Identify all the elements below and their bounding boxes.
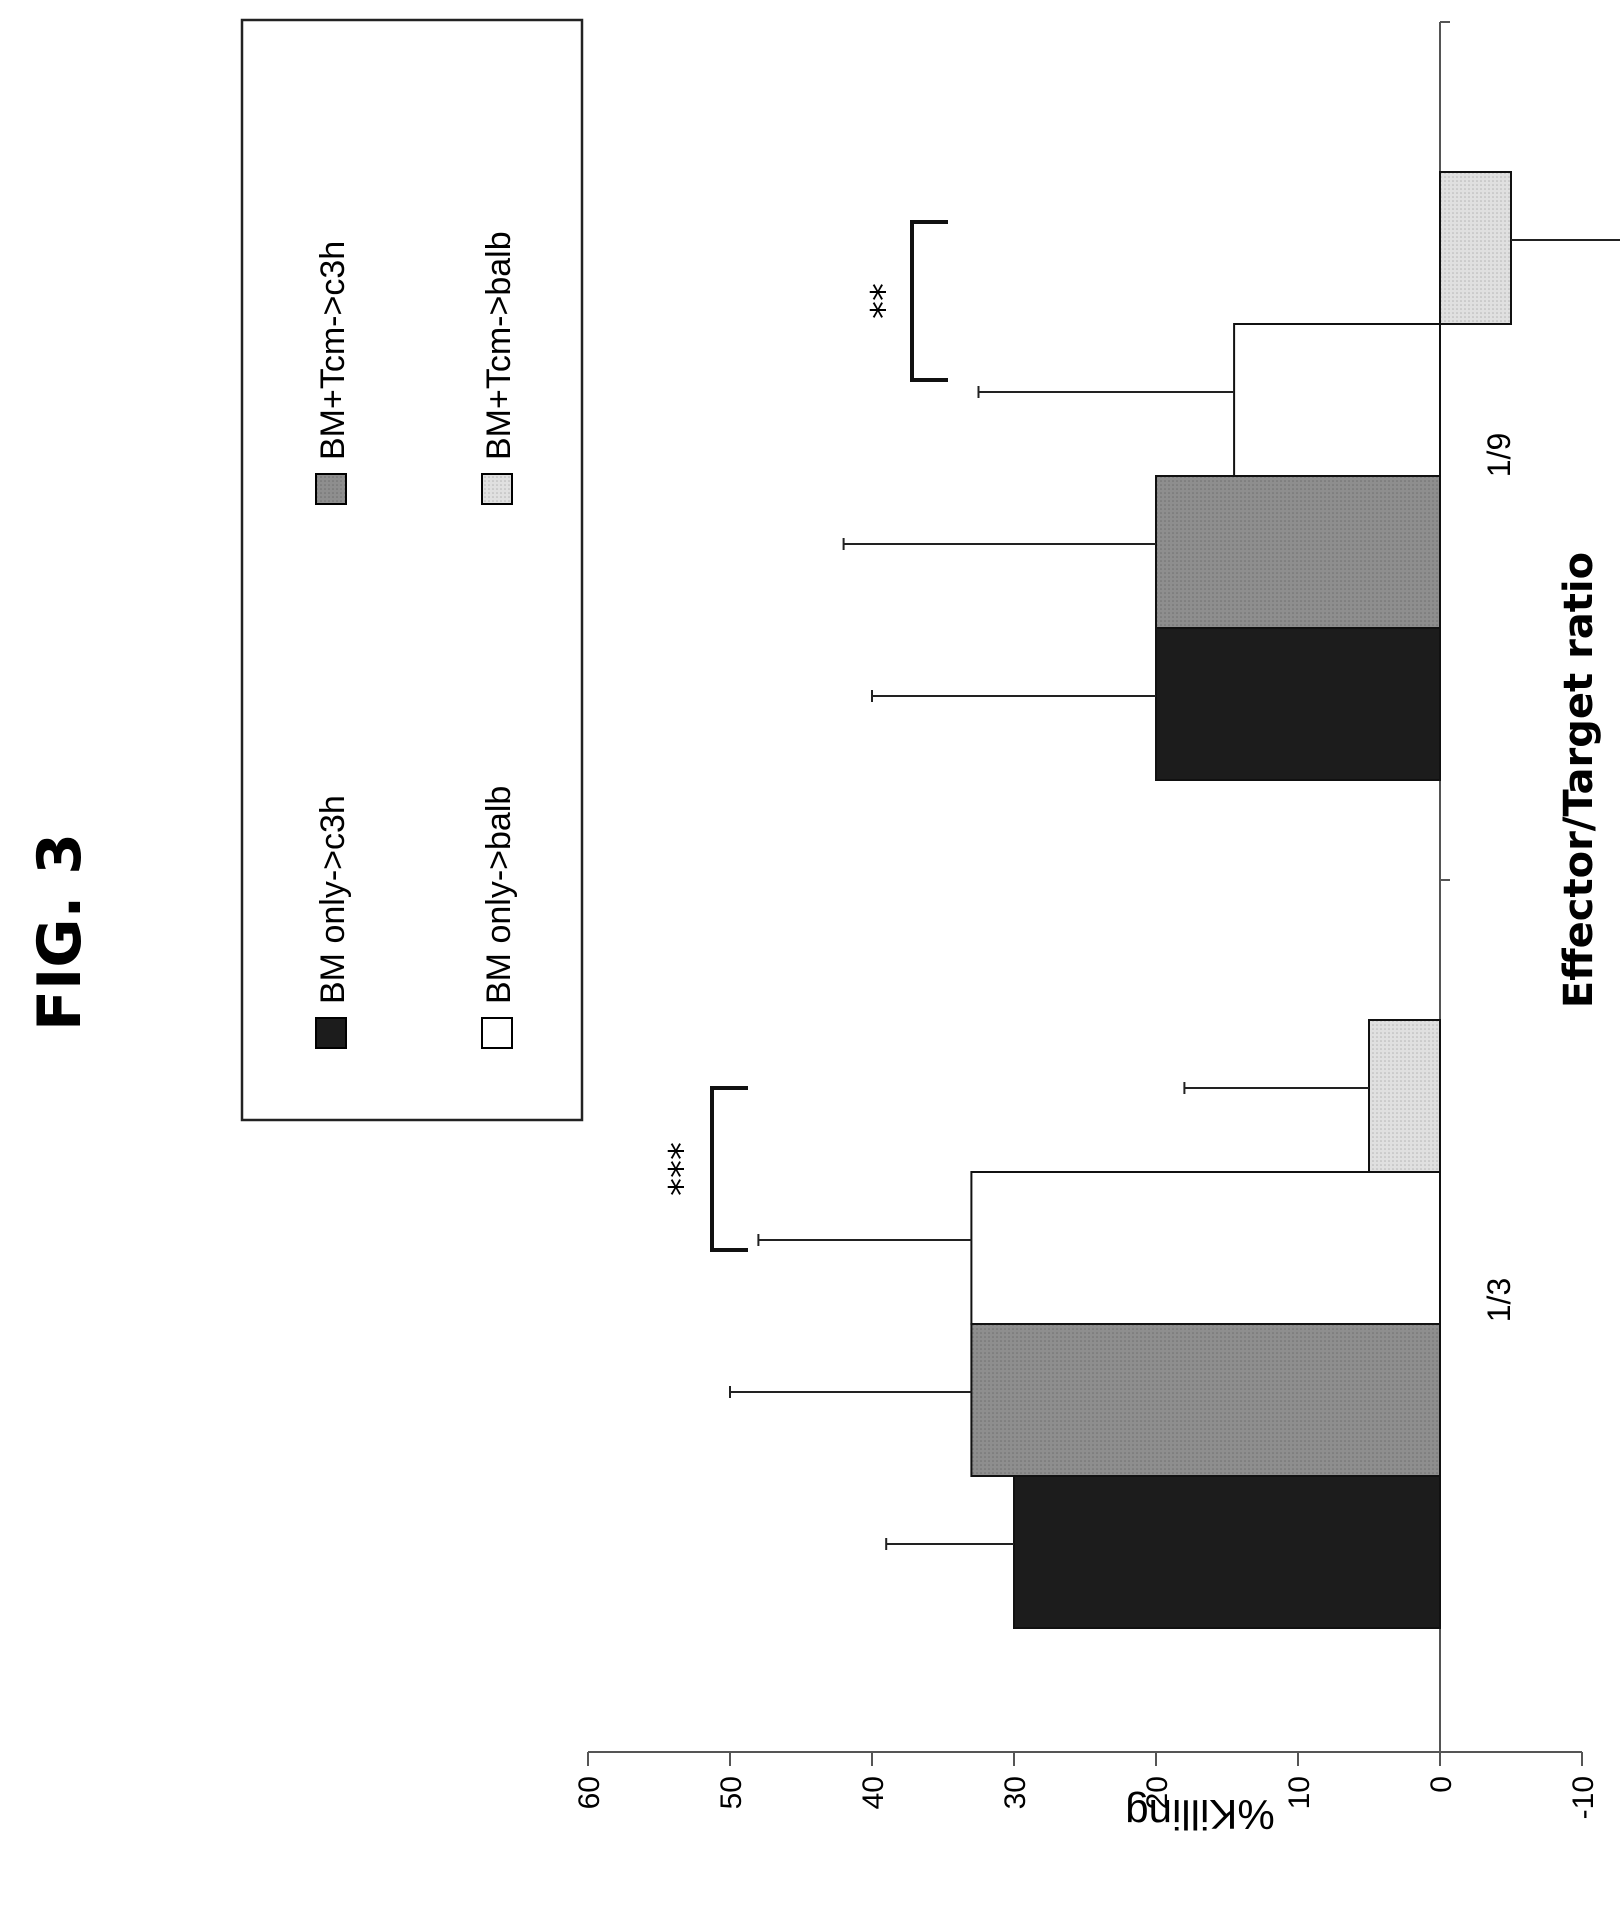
value-axis: 60 50 40 30 20 10 0 -10: [573, 1751, 1600, 1819]
value-tick-label: 0: [1425, 1776, 1458, 1793]
category-label: 1/3: [1481, 1278, 1517, 1322]
legend-label: BM only->balb: [480, 786, 518, 1004]
plot-area: *****: [662, 171, 1620, 1629]
y-axis-title: %Killing: [1125, 1791, 1274, 1838]
value-tick-label: 20: [1141, 1776, 1174, 1809]
bar: [970, 1171, 1442, 1325]
significance-label: **: [864, 283, 905, 319]
value-tick-label: -10: [1567, 1776, 1600, 1819]
figure-title: FIG. 3: [25, 833, 95, 1031]
legend-swatch: [481, 1017, 513, 1049]
value-tick-label: 40: [857, 1776, 890, 1809]
legend-item-bm-tcm-balb: BM+Tcm->balb: [480, 231, 518, 505]
bar: [1155, 627, 1441, 781]
bar: [1013, 1475, 1441, 1629]
bar: [1368, 1019, 1441, 1173]
bar: [970, 1323, 1442, 1477]
bar: [1233, 323, 1441, 477]
value-tick-label: 10: [1283, 1776, 1316, 1809]
value-tick-label: 60: [573, 1776, 606, 1809]
significance-label: ***: [662, 1142, 703, 1196]
bar: [1155, 475, 1441, 629]
legend-box: [240, 18, 584, 1122]
legend-item-bm-tcm-c3h: BM+Tcm->c3h: [314, 241, 352, 505]
value-tick-label: 30: [999, 1776, 1032, 1809]
legend-swatch: [481, 473, 513, 505]
significance-bracket: [910, 220, 948, 382]
legend-swatch: [315, 473, 347, 505]
legend-swatch: [315, 1017, 347, 1049]
legend: BM only->c3h BM+Tcm->c3h BM only->balb B…: [314, 231, 518, 1049]
bar: [1439, 171, 1512, 325]
category-label: 1/9: [1481, 433, 1517, 477]
legend-label: BM+Tcm->c3h: [314, 241, 352, 460]
legend-label: BM+Tcm->balb: [480, 231, 518, 460]
legend-item-bm-only-balb: BM only->balb: [480, 786, 518, 1049]
x-axis-title: Effector/Target ratio: [1556, 552, 1602, 1008]
legend-item-bm-only-c3h: BM only->c3h: [314, 795, 352, 1049]
legend-label: BM only->c3h: [314, 795, 352, 1004]
significance-bracket: [710, 1086, 748, 1252]
value-tick-label: 50: [715, 1776, 748, 1809]
